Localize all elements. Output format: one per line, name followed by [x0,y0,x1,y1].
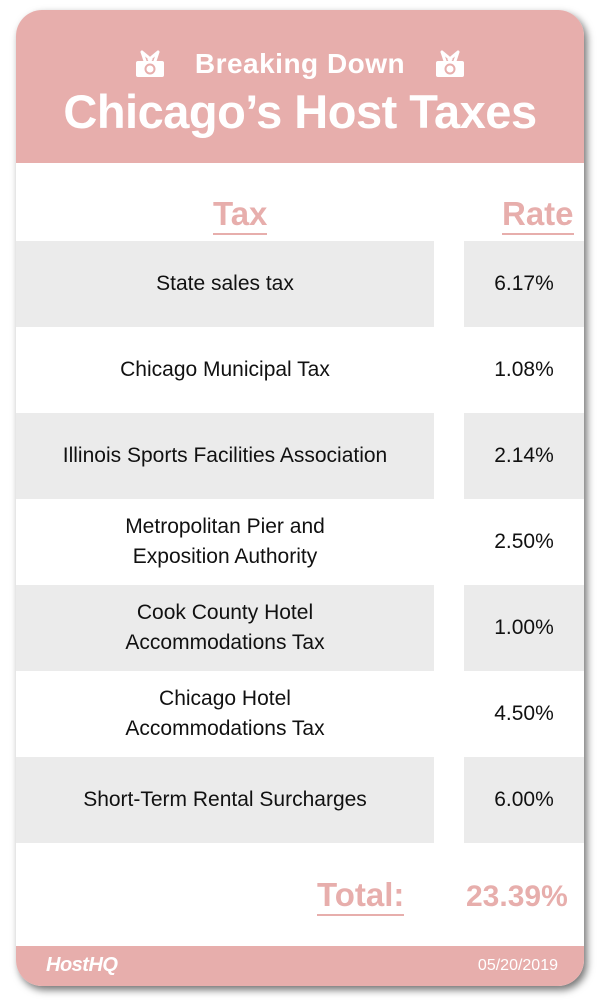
money-gift-icon [135,50,164,77]
tax-name: Chicago Hotel Accommodations Tax [125,687,325,740]
subtitle-row: Breaking Down [16,44,584,84]
footer-bar: HostHQ 05/20/2019 [16,946,584,986]
tax-name: Cook County Hotel Accommodations Tax [16,585,434,671]
tax-rate: 6.17% [464,241,584,327]
column-header-rate: Rate [502,196,574,235]
tax-name: Illinois Sports Facilities Association [16,413,434,499]
infographic-card: Breaking Down Chicago’s Host Taxes Tax R… [16,10,584,986]
total-value: 23.39% [466,880,568,913]
header-subtitle: Breaking Down [194,48,406,79]
total-label: Total: [317,876,405,916]
footer-date: 05/20/2019 [477,957,558,974]
tax-rate: 1.00% [464,585,584,671]
tax-row: Illinois Sports Facilities Association 2… [16,413,584,499]
tax-row: Cook County Hotel Accommodations Tax 1.0… [16,585,584,671]
tax-rate: 6.00% [464,757,584,843]
tax-rate: 4.50% [494,702,554,725]
header-title: Chicago’s Host Taxes [63,85,537,138]
tax-rate: 1.08% [494,358,554,381]
tax-name: Chicago Municipal Tax [120,358,330,381]
tax-rate: 2.14% [464,413,584,499]
tax-row: Metropolitan Pier and Exposition Authori… [16,499,584,585]
tax-row: Short-Term Rental Surcharges 6.00% [16,757,584,843]
column-header-tax: Tax [213,196,268,235]
tax-name: Metropolitan Pier and Exposition Authori… [125,515,325,568]
tax-row: State sales tax 6.17% [16,241,584,327]
tax-name: Short-Term Rental Surcharges [16,757,434,843]
tax-row: Chicago Hotel Accommodations Tax 4.50% [16,671,584,757]
hosthq-logo: HostHQ [46,954,118,976]
tax-name: State sales tax [16,241,434,327]
tax-rate: 2.50% [494,530,554,553]
header-banner: Breaking Down Chicago’s Host Taxes [16,10,584,163]
money-gift-icon [436,50,465,77]
tax-row: Chicago Municipal Tax 1.08% [16,327,584,413]
